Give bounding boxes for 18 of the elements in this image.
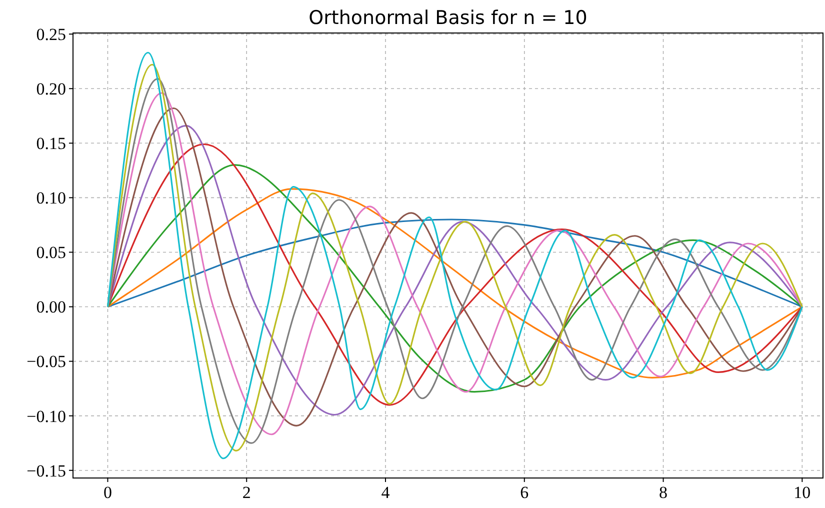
line-series xyxy=(106,188,803,378)
y-tick-label: −0.05 xyxy=(26,352,66,372)
y-tick-label: 0.10 xyxy=(36,188,66,208)
x-tick-label: 4 xyxy=(381,483,390,502)
x-tick-label: 6 xyxy=(520,483,529,502)
line-series xyxy=(106,218,803,308)
y-tick-label: 0.05 xyxy=(36,243,66,262)
x-tick-label: 0 xyxy=(103,483,112,502)
x-tick-label: 10 xyxy=(794,483,811,502)
y-tick-label: −0.10 xyxy=(26,406,66,426)
x-tick-label: 8 xyxy=(659,483,668,502)
y-tick-label: 0.25 xyxy=(36,25,66,44)
y-tick-label: −0.15 xyxy=(26,461,66,480)
y-tick-label: 0.15 xyxy=(36,134,66,154)
x-tick-label: 2 xyxy=(242,483,251,502)
y-tick-label: 0.20 xyxy=(36,80,66,99)
y-tick-label: 0.00 xyxy=(36,298,66,317)
chart-title: Orthonormal Basis for n = 10 xyxy=(308,7,588,29)
